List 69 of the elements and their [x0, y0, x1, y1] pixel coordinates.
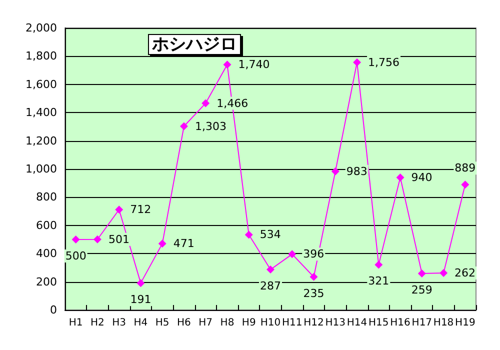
data-label: 712	[130, 203, 152, 216]
point	[288, 250, 296, 258]
x-tick-label: H2	[90, 318, 104, 328]
y-tick-label: 0	[50, 304, 57, 316]
x-tick-label: H5	[155, 318, 170, 328]
y-tick-label: 1,400	[26, 106, 57, 120]
x-tick-label: H10	[260, 318, 281, 328]
x-tick-label: H11	[282, 318, 302, 328]
x-tick-label: H3	[112, 318, 126, 328]
x-tick-label: H6	[177, 318, 191, 328]
point	[331, 167, 340, 176]
data-label: 534	[260, 228, 281, 242]
data-label: 1,466	[216, 96, 248, 110]
x-tick-label: H9	[242, 318, 256, 328]
point	[72, 236, 80, 244]
y-tick-label: 800	[36, 190, 57, 204]
data-label: 1,303	[194, 120, 226, 133]
data-label: 889	[454, 162, 476, 175]
x-tick-label: H16	[390, 318, 410, 328]
y-tick-label: 2,000	[26, 22, 57, 34]
x-tick-label: H12	[304, 318, 324, 328]
data-label: 983	[346, 164, 368, 178]
y-tick-label: 400	[36, 247, 57, 260]
point	[180, 122, 188, 130]
data-label: 471	[173, 237, 194, 250]
point	[440, 269, 448, 278]
point	[158, 240, 166, 248]
data-label: 1,740	[238, 58, 270, 72]
point	[418, 269, 426, 278]
x-tick-label: H18	[433, 318, 454, 328]
x-tick-label: H7	[198, 318, 213, 328]
y-tick-label: 1,800	[26, 50, 57, 63]
x-tick-label: H4	[134, 318, 148, 328]
data-label: 321	[368, 274, 390, 288]
data-label: 1,756	[368, 56, 400, 69]
point	[353, 58, 362, 66]
data-label: 500	[65, 250, 86, 262]
point	[202, 99, 210, 108]
x-tick-label: H17	[412, 318, 432, 328]
point	[374, 260, 383, 269]
x-tick-label: H13	[325, 318, 346, 328]
point	[115, 206, 124, 214]
data-label: 259	[411, 283, 432, 296]
point	[93, 235, 102, 244]
data-label: 287	[260, 280, 281, 293]
x-tick-label: H14	[346, 318, 368, 328]
y-tick-label: 1,600	[26, 78, 57, 91]
y-tick-label: 600	[36, 218, 57, 232]
y-tick-label: 1,200	[26, 134, 57, 148]
y-tick-label: 200	[36, 275, 57, 288]
x-tick-label: H19	[455, 318, 476, 328]
data-label: 396	[303, 248, 324, 261]
chart-title: ホシハジロ	[151, 34, 237, 54]
point	[396, 173, 404, 182]
point	[461, 180, 470, 189]
data-label: 235	[303, 286, 324, 300]
point	[266, 266, 274, 274]
x-tick-label: H15	[368, 318, 389, 328]
x-tick-label: H8	[220, 318, 234, 328]
data-label: 501	[108, 232, 130, 246]
point	[136, 279, 145, 288]
data-label: 191	[130, 293, 152, 306]
data-label: 940	[411, 170, 432, 184]
y-tick-label: 1,000	[26, 162, 57, 176]
x-tick-label: H1	[68, 318, 83, 328]
point	[223, 60, 232, 69]
data-label: 262	[454, 266, 476, 280]
point	[310, 272, 318, 281]
point	[244, 230, 253, 239]
